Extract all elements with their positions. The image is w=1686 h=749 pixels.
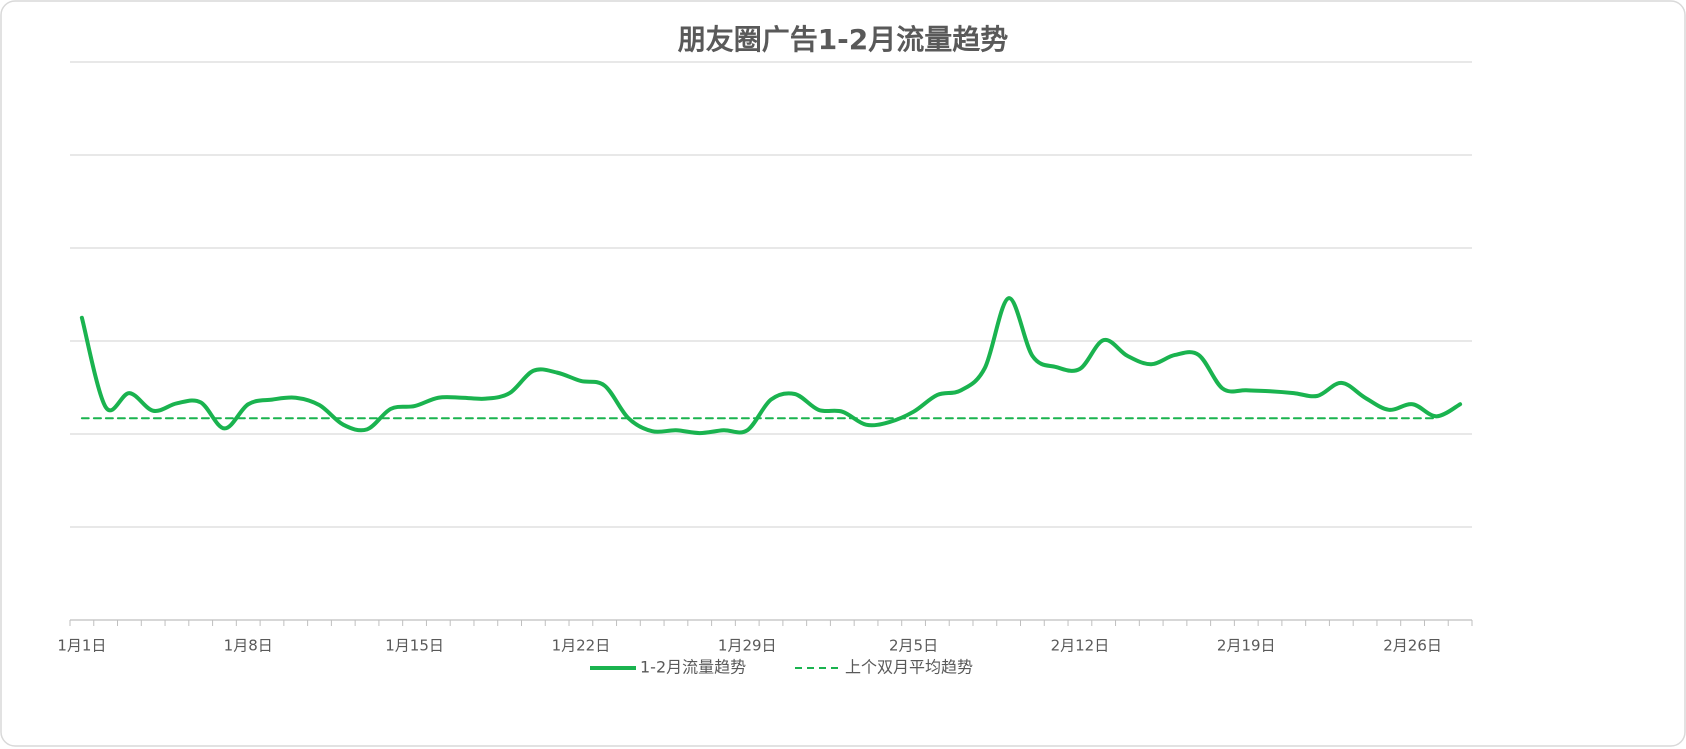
- x-tick-label: 2月5日: [889, 637, 938, 655]
- x-tick-label: 2月26日: [1383, 637, 1442, 655]
- legend-label: 1-2月流量趋势: [640, 658, 746, 677]
- chart-title: 朋友圈广告1-2月流量趋势: [678, 23, 1009, 56]
- x-tick-label: 2月19日: [1217, 637, 1276, 655]
- legend-label: 上个双月平均趋势: [845, 658, 973, 677]
- x-tick-label: 2月12日: [1051, 637, 1110, 655]
- x-tick-label: 1月29日: [718, 637, 777, 655]
- x-tick-label: 1月8日: [224, 637, 273, 655]
- x-tick-label: 1月15日: [385, 637, 444, 655]
- x-tick-label: 1月1日: [57, 637, 106, 655]
- x-tick-label: 1月22日: [552, 637, 611, 655]
- series-line: [79, 296, 1463, 436]
